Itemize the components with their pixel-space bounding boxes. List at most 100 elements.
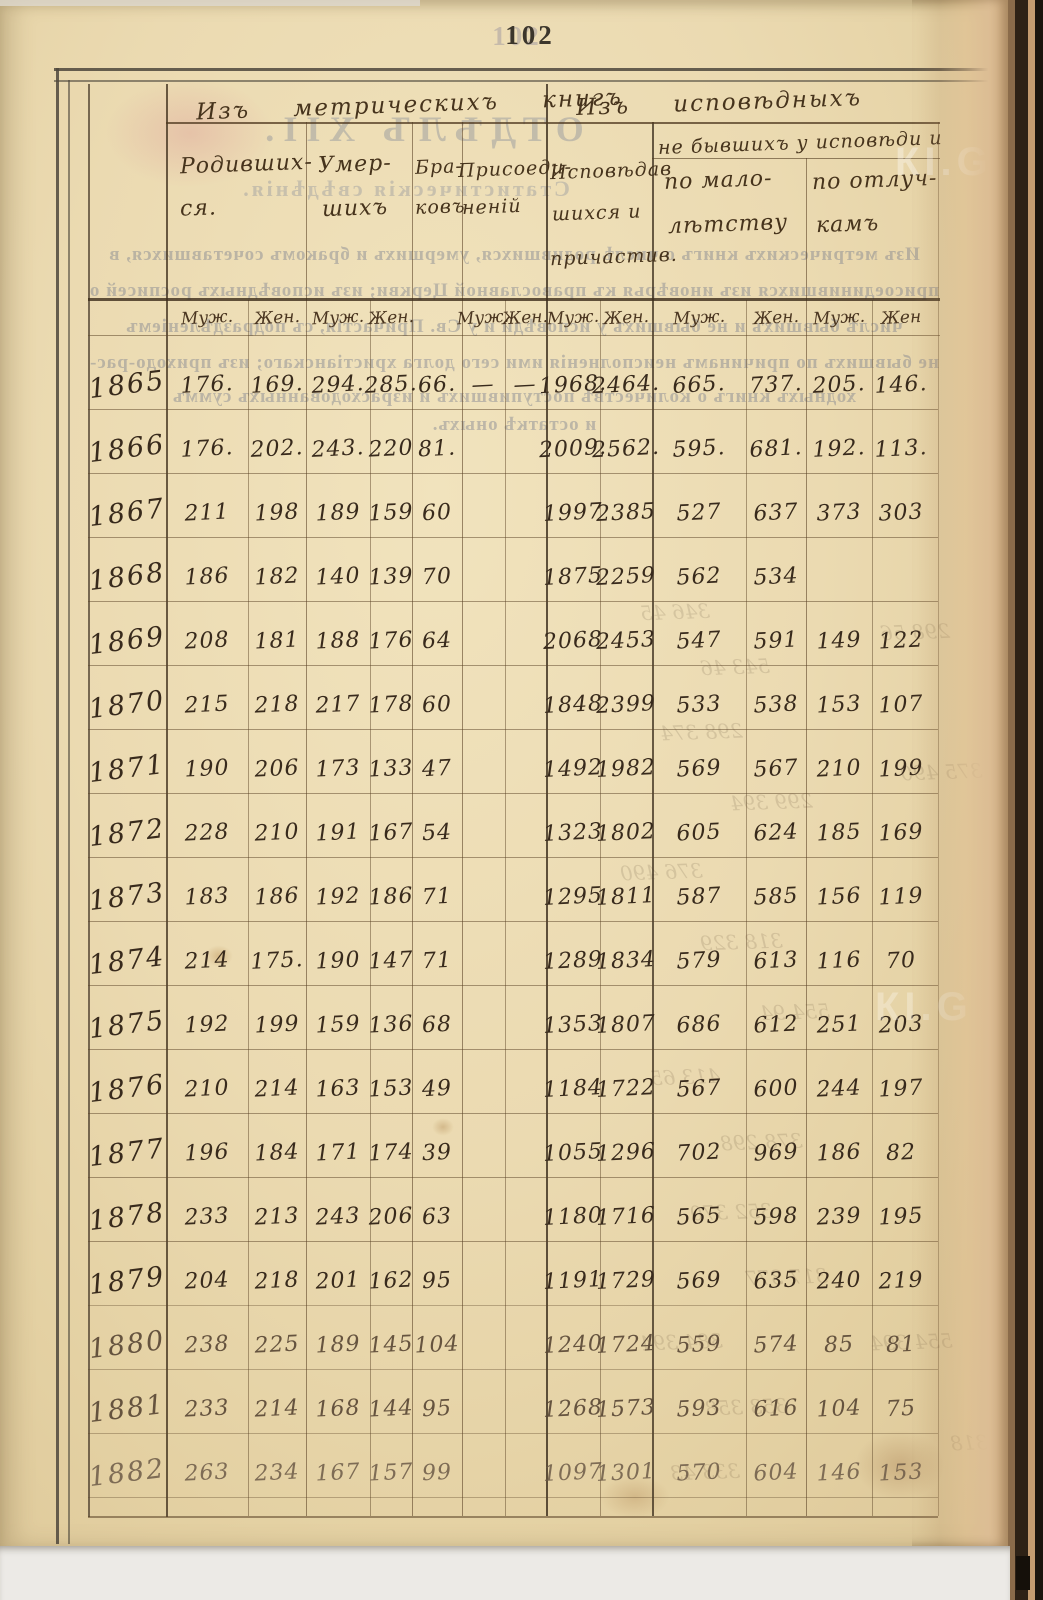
table-cell: 373	[815, 499, 863, 527]
table-cell: 60	[421, 691, 453, 719]
table-cell: 2068	[542, 626, 604, 656]
table-cell: 169.	[249, 371, 305, 399]
row-year: 1880	[87, 1324, 167, 1366]
table-cell: 1296	[595, 1138, 657, 1168]
table-cell: 538	[752, 691, 800, 719]
table-cell: 1724	[595, 1330, 657, 1360]
row-year: 1866	[87, 428, 167, 470]
table-cell: 211	[183, 499, 231, 527]
table-cell: 190	[314, 947, 362, 975]
table-cell: 547	[675, 627, 723, 655]
col-header-died: шихъ	[321, 194, 389, 223]
row-underline	[88, 729, 938, 731]
table-cell: 47	[421, 755, 453, 783]
table-cell: 215	[183, 691, 231, 719]
table-cell: 263	[183, 1459, 231, 1487]
table-cell: 737.	[748, 371, 804, 399]
table-cell: 569	[675, 755, 723, 783]
table-cell: 210	[183, 1075, 231, 1103]
table-cell: 75	[885, 1395, 917, 1423]
table-cell: 186	[183, 563, 231, 591]
table-cell: 702	[675, 1139, 723, 1167]
table-cell: 195	[877, 1203, 925, 1231]
col-header-born: ся.	[179, 195, 218, 222]
table-rule-horizontal	[652, 158, 940, 160]
row-year: 1873	[87, 876, 167, 918]
table-cell: 2453	[595, 626, 657, 656]
sex-header-label: Жен	[880, 306, 922, 330]
table-cell: 233	[183, 1395, 231, 1423]
table-cell: 163	[314, 1075, 362, 1103]
sex-header-label: Жен.	[752, 306, 800, 330]
row-underline	[88, 985, 938, 987]
sex-header-label: Жен.	[253, 306, 301, 330]
table-cell: 1301	[595, 1458, 657, 1488]
page-border-line	[54, 80, 1004, 82]
row-year: 1877	[87, 1132, 167, 1174]
table-cell: 244	[815, 1075, 863, 1103]
table-rule-vertical	[746, 300, 747, 1516]
table-cell: 81.	[417, 435, 457, 463]
table-cell: 63	[421, 1203, 453, 1231]
table-cell: 2464.	[591, 370, 661, 400]
row-underline	[88, 409, 938, 411]
table-cell: 186	[367, 883, 415, 911]
table-cell: 565	[675, 1203, 723, 1231]
table-cell: 192.	[811, 435, 867, 463]
table-cell: 64	[421, 627, 453, 655]
table-cell: 140	[314, 563, 362, 591]
table-cell: 1353	[542, 1010, 604, 1040]
table-cell: 159	[367, 499, 415, 527]
table-cell: 1875	[542, 562, 604, 592]
col-header-absent: по отлуч-	[811, 165, 938, 196]
table-cell: 167	[314, 1459, 362, 1487]
table-cell: 1240	[542, 1330, 604, 1360]
table-cell: 1097	[542, 1458, 604, 1488]
table-cell: 1191	[542, 1266, 604, 1296]
table-cell: 2259	[595, 562, 657, 592]
table-cell: 156	[815, 883, 863, 911]
row-year: 1881	[87, 1388, 167, 1430]
table-cell: 198	[253, 499, 301, 527]
bleedthrough-text-line: и остаткѣ оныхъ.	[431, 414, 597, 435]
row-underline	[88, 473, 938, 475]
table-cell: 173	[314, 755, 362, 783]
table-cell: 202.	[249, 435, 305, 463]
table-cell: 190	[183, 755, 231, 783]
table-cell: —	[512, 371, 538, 399]
table-rule-vertical	[248, 300, 249, 1516]
table-cell: 192	[183, 1011, 231, 1039]
table-cell: 199	[253, 1011, 301, 1039]
table-cell: 168	[314, 1395, 362, 1423]
table-cell: 1811	[595, 882, 657, 912]
bleedthrough-ghost-numbers: 376 490	[619, 858, 704, 886]
row-underline	[88, 1241, 938, 1243]
table-rule-vertical	[938, 122, 939, 1516]
subgroup-header-not-attended: не бывшихъ у исповѣди и	[657, 127, 943, 159]
stain	[432, 1118, 454, 1136]
table-cell: 624	[752, 819, 800, 847]
table-cell: 192	[314, 883, 362, 911]
table-cell: 174	[367, 1139, 415, 1167]
table-cell: 95	[421, 1395, 453, 1423]
table-cell: 214	[253, 1075, 301, 1103]
table-rule-vertical	[166, 84, 168, 1517]
table-cell: 1055	[542, 1138, 604, 1168]
bleedthrough-text-line: Изъ метрическихъ книгъ о числѣ родившихс…	[108, 244, 920, 265]
col-header-born: Родивших-	[179, 149, 314, 180]
table-cell: —	[470, 371, 496, 399]
bleedthrough-ghost-numbers: 298 374	[659, 718, 744, 746]
row-underline	[88, 601, 938, 603]
col-header-died: Умер-	[317, 150, 393, 179]
table-cell: 146.	[873, 371, 929, 399]
table-cell: 2399	[595, 690, 657, 720]
row-underline	[88, 1049, 938, 1051]
table-rule-vertical	[546, 84, 549, 1516]
table-cell: 60	[421, 499, 453, 527]
page-number: 102	[505, 20, 555, 50]
table-rule-vertical	[806, 158, 808, 1516]
page-border-line	[54, 68, 1004, 71]
row-year: 1871	[87, 748, 167, 790]
col-header-confessed: шихся и	[551, 200, 642, 226]
